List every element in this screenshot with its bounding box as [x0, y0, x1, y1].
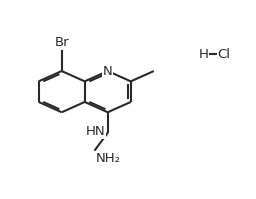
Text: Br: Br	[54, 36, 69, 50]
Text: NH₂: NH₂	[96, 152, 121, 165]
Text: H: H	[199, 48, 209, 61]
Text: Cl: Cl	[218, 48, 231, 61]
Text: N: N	[103, 64, 113, 78]
Text: HN: HN	[86, 125, 105, 138]
